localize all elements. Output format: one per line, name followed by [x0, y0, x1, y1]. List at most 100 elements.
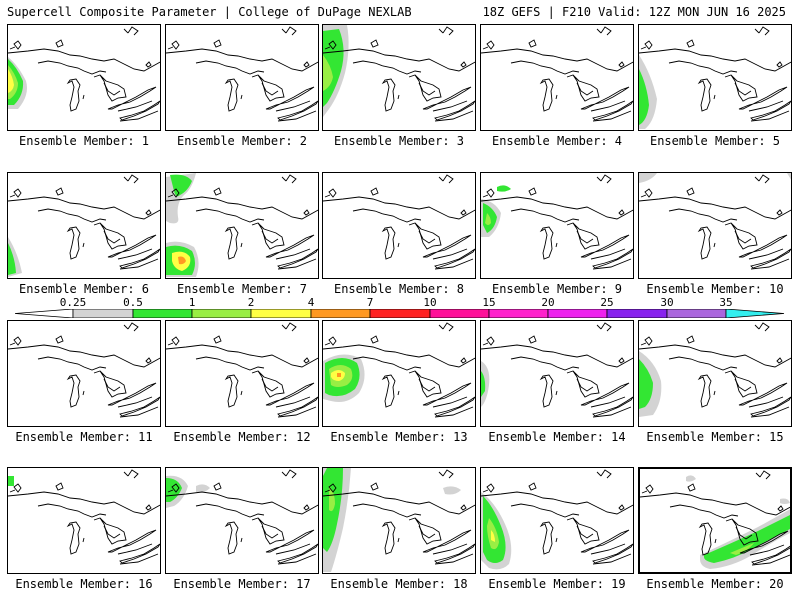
coastline [145, 504, 152, 511]
coastline [123, 471, 129, 477]
great-lakes-map [323, 174, 475, 270]
coastline [434, 110, 474, 122]
coastline [93, 74, 127, 102]
coastline [166, 344, 318, 368]
color-scale-bar [15, 309, 785, 318]
color-scale-tick-label: 4 [307, 296, 315, 309]
coastline [422, 382, 472, 406]
coastline [303, 61, 310, 68]
coastline [123, 324, 129, 330]
coastline [328, 336, 337, 346]
coastline [82, 390, 85, 396]
color-scale-tick-label: 10 [423, 296, 437, 309]
coastline [576, 82, 594, 96]
ensemble-member-label: Ensemble Member: 5 [649, 134, 781, 148]
coastline [749, 544, 785, 556]
ensemble-member-label: Ensemble Member: 20 [646, 577, 784, 591]
coastline [397, 390, 400, 396]
coastline [261, 378, 279, 392]
coastline [438, 28, 444, 34]
coastline [251, 74, 285, 102]
coastline [171, 483, 180, 493]
coastline [422, 234, 472, 258]
coastline [8, 491, 160, 515]
coastline [324, 46, 331, 50]
coastline [107, 382, 157, 406]
coastline [352, 356, 422, 371]
coastline [738, 234, 788, 258]
coastline [438, 324, 444, 330]
coastline [618, 504, 625, 511]
color-scale-tick-label: 25 [600, 296, 614, 309]
coastline [644, 188, 653, 198]
coastline [460, 61, 467, 68]
color-scale-segment [132, 309, 193, 318]
coastline [751, 545, 790, 565]
coastline [119, 406, 159, 418]
coastline [528, 335, 537, 344]
coastline [755, 472, 761, 478]
coastline [251, 222, 285, 250]
great-lakes-map [8, 174, 160, 277]
coastline [370, 482, 379, 491]
coastline [119, 110, 159, 122]
great-lakes-map [323, 25, 475, 122]
color-scale-segment [606, 309, 668, 318]
coastline [618, 61, 625, 68]
coastline [758, 322, 770, 332]
coastline [265, 529, 315, 553]
coastline [442, 26, 454, 36]
coastline [240, 390, 243, 396]
coastline [167, 342, 174, 346]
coastline [528, 39, 537, 48]
map-title: Supercell Composite Parameter | College … [7, 5, 412, 19]
coastline [265, 86, 315, 110]
coastline [580, 529, 630, 553]
ensemble-member-label: Ensemble Member: 19 [488, 577, 626, 591]
coastline [724, 74, 758, 102]
coastline [697, 226, 712, 260]
coastline [224, 521, 239, 555]
coastline [754, 176, 760, 182]
color-scale-tick-label: 35 [719, 296, 733, 309]
coastline [119, 396, 160, 417]
ensemble-map-panel [480, 24, 634, 131]
coastline [224, 374, 239, 408]
coastline [381, 226, 396, 260]
coastline [434, 406, 474, 418]
coastline [422, 529, 472, 553]
scp-contour-fill [337, 373, 341, 377]
coastline [82, 94, 85, 100]
coastline [127, 174, 139, 184]
ensemble-map-panel [480, 172, 634, 279]
color-scale-tick-label: 7 [366, 296, 374, 309]
coastline [486, 40, 495, 50]
color-scale-tick-label: 0.25 [59, 296, 87, 309]
scp-contour-fill [481, 371, 486, 397]
coastline [686, 335, 695, 344]
coastline [240, 242, 243, 248]
coastline [539, 226, 554, 260]
coastline [66, 226, 81, 260]
coastline [422, 86, 472, 110]
coastline [167, 46, 174, 50]
coastline [639, 48, 791, 72]
coastline [748, 396, 784, 408]
coastline [127, 322, 139, 332]
scp-contour-fill [178, 256, 186, 265]
coastline [103, 230, 121, 244]
coastline [93, 370, 127, 398]
coastline [285, 469, 297, 479]
coastline [576, 525, 594, 539]
coastline [277, 100, 318, 121]
coastline [600, 26, 612, 36]
coastline [510, 356, 580, 371]
ensemble-member-label: Ensemble Member: 1 [18, 134, 150, 148]
color-scale-tick-label: 20 [541, 296, 555, 309]
coastline [697, 78, 712, 112]
coastline [432, 396, 468, 408]
coastline [37, 356, 107, 371]
coastline [592, 543, 633, 564]
coastline [397, 242, 400, 248]
coastline [82, 242, 85, 248]
